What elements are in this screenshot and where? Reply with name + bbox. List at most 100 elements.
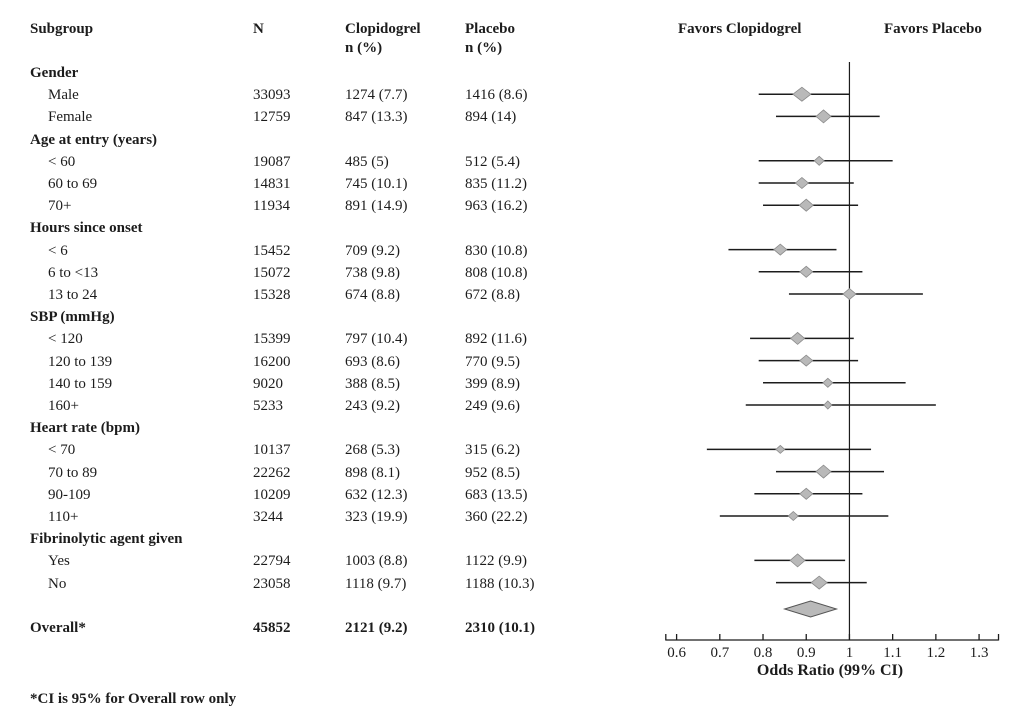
subgroup-label: < 120 <box>48 331 83 348</box>
or-diamond <box>792 86 812 102</box>
subgroup-header-row: Fibrinolytic agent given <box>0 528 655 550</box>
placebo-value: 249 (9.6) <box>465 398 520 414</box>
subgroup-label: < 70 <box>48 442 76 459</box>
or-diamond <box>773 243 788 256</box>
subgroup-label: 70+ <box>48 198 72 215</box>
n-value: 15328 <box>253 287 291 303</box>
subgroup-data-row: Yes 22794 1003 (8.8) 1122 (9.9) <box>0 550 655 572</box>
n-value: 15399 <box>253 331 291 348</box>
col-header-subgroup: Subgroup <box>30 21 94 37</box>
overall-diamond <box>782 600 839 618</box>
or-diamond <box>799 487 814 500</box>
subgroup-data-row: 90-109 10209 632 (12.3) 683 (13.5) <box>0 484 655 506</box>
subgroup-label: 120 to 139 <box>48 353 113 370</box>
clopidogrel-value: 738 (9.8) <box>345 264 400 281</box>
n-value: 12759 <box>253 109 291 126</box>
subgroup-data-row: Female 12759 847 (13.3) 894 (14) <box>0 106 655 128</box>
placebo-value: 892 (11.6) <box>465 331 527 348</box>
placebo-value: 835 (11.2) <box>465 176 527 192</box>
subgroup-label: Overall* <box>30 620 86 636</box>
clopidogrel-value: 891 (14.9) <box>345 198 408 215</box>
subgroup-data-row: 160+ 5233 243 (9.2) 249 (9.6) <box>0 395 655 417</box>
or-diamond <box>789 331 806 345</box>
placebo-value: 399 (8.9) <box>465 375 520 392</box>
n-value: 10209 <box>253 486 291 503</box>
n-value: 22794 <box>253 553 291 570</box>
subgroup-label: Female <box>48 109 93 126</box>
col-header-placebo-line2: n (%) <box>465 40 503 56</box>
placebo-value: 952 (8.5) <box>465 464 520 481</box>
col-header-clopidogrel-line2: n (%) <box>345 40 383 56</box>
subgroup-data-row: 70 to 89 22262 898 (8.1) 952 (8.5) <box>0 462 655 484</box>
subgroup-data-row: Male 33093 1274 (7.7) 1416 (8.6) <box>0 84 655 106</box>
subgroup-data-row: 6 to <13 15072 738 (9.8) 808 (10.8) <box>0 262 655 284</box>
subgroup-data-row: 70+ 11934 891 (14.9) 963 (16.2) <box>0 195 655 217</box>
subgroup-data-row: 110+ 3244 323 (19.9) 360 (22.2) <box>0 506 655 528</box>
axis-tick-label: 1.2 <box>926 645 945 661</box>
n-value: 14831 <box>253 176 291 192</box>
clopidogrel-value: 674 (8.8) <box>345 287 400 303</box>
n-value: 9020 <box>253 375 283 392</box>
axis-tick-label: 0.9 <box>797 645 816 661</box>
placebo-value: 672 (8.8) <box>465 287 520 303</box>
subgroup-label: < 6 <box>48 242 68 259</box>
subgroup-label: 6 to <13 <box>48 264 99 281</box>
subgroup-data-row: 13 to 24 15328 674 (8.8) 672 (8.8) <box>0 284 655 306</box>
subgroup-header-row: Gender <box>0 62 655 84</box>
subgroup-label: Heart rate (bpm) <box>30 420 140 437</box>
placebo-value: 315 (6.2) <box>465 442 520 459</box>
placebo-value: 770 (9.5) <box>465 353 520 370</box>
clopidogrel-value: 693 (8.6) <box>345 353 400 370</box>
footnote: *CI is 95% for Overall row only <box>30 691 237 707</box>
placebo-value: 2310 (10.1) <box>465 620 535 636</box>
clopidogrel-value: 1274 (7.7) <box>345 87 408 104</box>
or-diamond <box>823 400 833 410</box>
subgroup-data-row: 60 to 69 14831 745 (10.1) 835 (11.2) <box>0 173 655 195</box>
subgroup-header-row: Heart rate (bpm) <box>0 417 655 439</box>
n-value: 15452 <box>253 242 291 259</box>
clopidogrel-value: 485 (5) <box>345 153 389 170</box>
clopidogrel-value: 1118 (9.7) <box>345 575 407 592</box>
or-diamond <box>798 198 814 212</box>
clopidogrel-value: 898 (8.1) <box>345 464 400 481</box>
n-value: 22262 <box>253 464 291 481</box>
or-diamond <box>794 176 810 190</box>
col-header-n: N <box>253 21 264 37</box>
or-diamond <box>815 464 832 479</box>
favors-clopidogrel-label: Favors Clopidogrel <box>678 21 802 37</box>
n-value: 16200 <box>253 353 291 370</box>
favors-placebo-label: Favors Placebo <box>884 21 982 37</box>
placebo-value: 512 (5.4) <box>465 153 520 170</box>
or-diamond <box>789 553 806 568</box>
subgroup-label: SBP (mmHg) <box>30 309 115 326</box>
placebo-value: 808 (10.8) <box>465 264 528 281</box>
subgroup-data-row: < 70 10137 268 (5.3) 315 (6.2) <box>0 439 655 461</box>
subgroup-label: 13 to 24 <box>48 287 98 303</box>
clopidogrel-value: 2121 (9.2) <box>345 620 408 636</box>
clopidogrel-value: 797 (10.4) <box>345 331 408 348</box>
axis-tick-label: 0.7 <box>710 645 729 661</box>
subgroup-header-row: SBP (mmHg) <box>0 306 655 328</box>
n-value: 45852 <box>253 620 291 636</box>
axis-tick-label: 0.8 <box>754 645 773 661</box>
or-diamond <box>813 155 825 166</box>
subgroup-label: Male <box>48 87 79 104</box>
clopidogrel-value: 745 (10.1) <box>345 176 408 192</box>
subgroup-label: Age at entry (years) <box>30 131 158 148</box>
clopidogrel-value: 243 (9.2) <box>345 398 400 414</box>
subgroup-label: 110+ <box>48 509 79 525</box>
subgroup-label: 60 to 69 <box>48 176 98 192</box>
or-diamond <box>787 510 799 522</box>
subgroup-data-row: < 6 15452 709 (9.2) 830 (10.8) <box>0 240 655 262</box>
col-header-clopidogrel: Clopidogrel n (%) <box>345 20 421 58</box>
col-header-placebo: Placebo n (%) <box>465 20 515 58</box>
subgroup-label: < 60 <box>48 153 76 170</box>
or-diamond <box>842 287 857 301</box>
subgroup-label: Gender <box>30 65 79 81</box>
placebo-value: 360 (22.2) <box>465 509 528 525</box>
subgroup-header-row: Hours since onset <box>0 217 655 239</box>
subgroup-label: Yes <box>48 553 70 570</box>
clopidogrel-value: 632 (12.3) <box>345 486 408 503</box>
or-diamond <box>799 265 814 278</box>
